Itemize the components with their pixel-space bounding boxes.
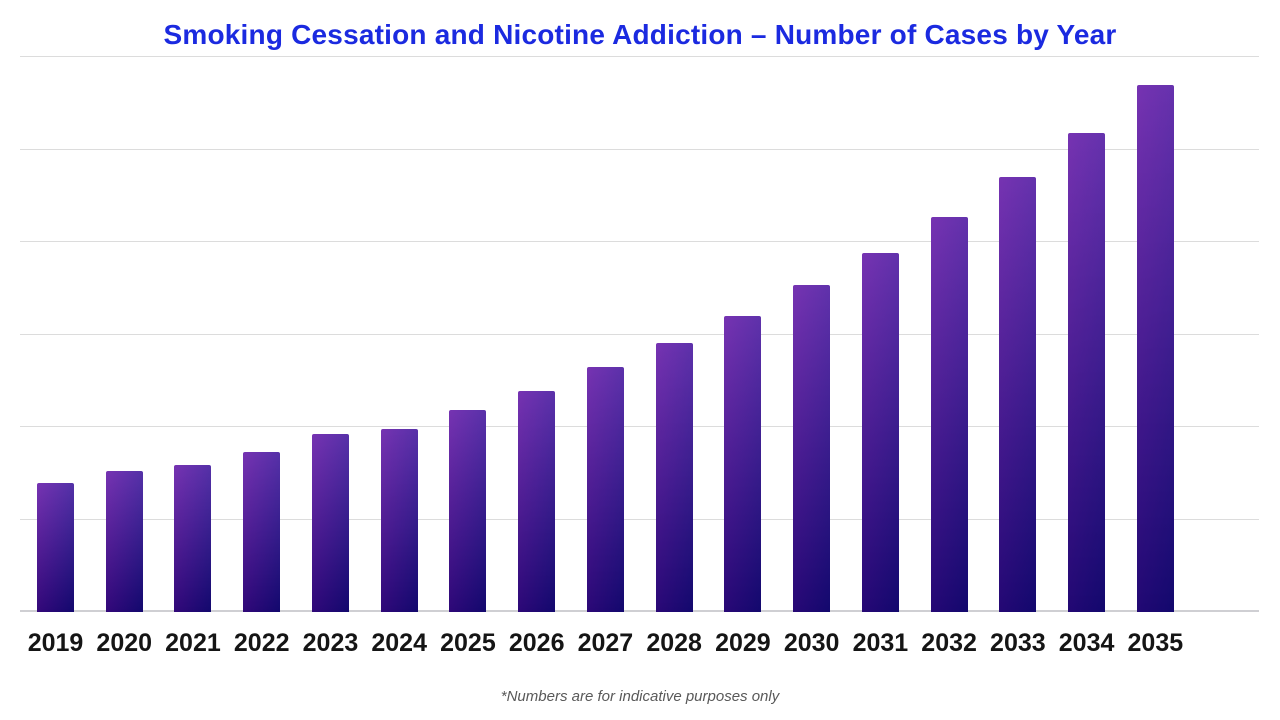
gridline <box>20 241 1259 242</box>
x-axis-label-2026: 2026 <box>508 629 565 657</box>
x-axis-label-2020: 2020 <box>96 629 153 657</box>
bar-2034 <box>1068 132 1106 612</box>
x-axis-label-2031: 2031 <box>852 629 909 657</box>
bar-2026 <box>518 390 556 612</box>
x-axis-label-2032: 2032 <box>921 629 977 657</box>
bar-2030 <box>793 285 831 612</box>
plot-area <box>20 56 1259 612</box>
x-axis-label-2030: 2030 <box>783 629 840 657</box>
bar-2033 <box>999 177 1037 612</box>
chart-title: Smoking Cessation and Nicotine Addiction… <box>163 19 1117 50</box>
bar-2022 <box>243 451 281 612</box>
x-axis-label-2025: 2025 <box>440 629 496 657</box>
x-axis-label-2024: 2024 <box>371 629 427 657</box>
x-axis-baseline <box>20 610 1259 612</box>
bar-2023 <box>311 434 349 612</box>
chart-footnote: *Numbers are for indicative purposes onl… <box>500 688 780 705</box>
x-axis-label-2021: 2021 <box>165 629 221 657</box>
x-axis-label-2022: 2022 <box>233 629 290 657</box>
gridline <box>20 56 1259 57</box>
bar-2024 <box>380 428 418 612</box>
bar-2035 <box>1136 84 1174 612</box>
gridline <box>20 333 1259 335</box>
bar-2025 <box>449 410 487 612</box>
bar-2029 <box>724 316 762 612</box>
x-axis-label-2019: 2019 <box>27 629 84 657</box>
x-axis-label-2029: 2029 <box>715 629 771 657</box>
x-axis-label-2035: 2035 <box>1127 629 1184 657</box>
x-axis-label-2027: 2027 <box>577 629 634 657</box>
gridline <box>20 148 1259 150</box>
x-axis-label-2028: 2028 <box>646 629 702 657</box>
bar-2031 <box>861 253 899 612</box>
gridline <box>20 426 1259 427</box>
bar-2019 <box>37 483 74 612</box>
bar-2028 <box>655 342 693 612</box>
bar-2032 <box>930 217 968 612</box>
x-axis-label-2033: 2033 <box>990 629 1046 657</box>
x-axis-label-2023: 2023 <box>302 629 359 657</box>
bar-2020 <box>105 471 143 612</box>
bar-2021 <box>174 464 212 612</box>
gridline <box>20 518 1259 520</box>
bar-2027 <box>586 366 624 612</box>
x-axis-label-2034: 2034 <box>1058 629 1115 657</box>
